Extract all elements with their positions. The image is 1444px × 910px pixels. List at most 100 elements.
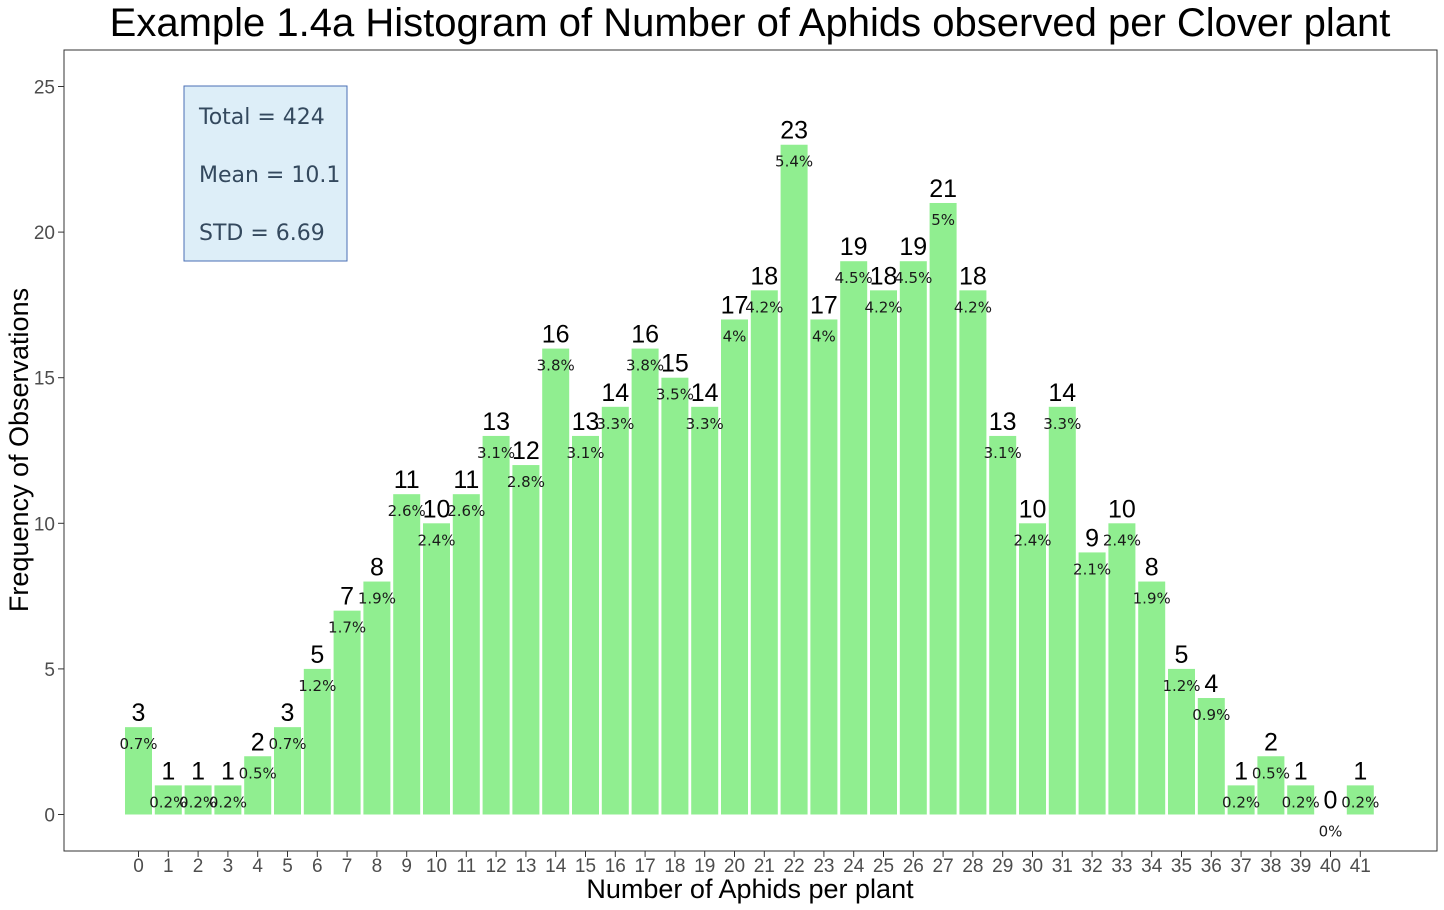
bar-count-label: 1 [1234, 757, 1248, 785]
bar [184, 785, 212, 815]
bar-count-label: 14 [601, 379, 629, 407]
bar-percent-label: 4.2% [745, 298, 783, 316]
bar-percent-label: 4.5% [894, 269, 932, 287]
x-tick-label: 23 [813, 856, 834, 877]
x-tick-label: 25 [873, 856, 894, 877]
bar-count-label: 15 [661, 350, 689, 378]
bar [840, 261, 868, 815]
bar-percent-label: 2.8% [507, 473, 545, 491]
bar-percent-label: 5.4% [775, 153, 813, 171]
x-tick-label: 2 [193, 856, 204, 877]
bar-count-label: 8 [370, 554, 384, 582]
x-tick-label: 12 [486, 856, 507, 877]
bar-percent-label: 3.3% [1043, 415, 1081, 433]
stats-box-background [183, 85, 348, 262]
bar [214, 785, 242, 815]
bar-percent-label: 0.2% [1282, 793, 1320, 811]
bar-percent-label: 1.2% [298, 677, 336, 695]
bar-count-label: 5 [1175, 641, 1189, 669]
x-tick-label: 31 [1052, 856, 1073, 877]
bar-count-label: 1 [1294, 757, 1308, 785]
bar [1197, 698, 1225, 815]
bar [750, 290, 778, 815]
x-axis: 0 1 2 3 4 5 6 7 8 9 10 11 12 13 14 15 16 17 18 19 20 21 22 23 24… [133, 851, 1371, 877]
bar-count-label: 7 [340, 583, 354, 611]
bar [423, 523, 450, 815]
y-axis-title: Frequency of Observations [4, 288, 34, 612]
bar [154, 785, 182, 815]
bar-count-label: 14 [1048, 379, 1076, 407]
chart-title: Example 1.4a Histogram of Number of Aphi… [110, 1, 1391, 45]
bar [1257, 756, 1285, 815]
bar-percent-label: 3.1% [984, 444, 1022, 462]
bar [721, 319, 748, 815]
stats-annotation-box: Total = 424 Mean = 10.1 STD = 6.69 [183, 85, 348, 262]
bar-count-label: 10 [1019, 495, 1047, 523]
bar [1287, 785, 1315, 815]
bar-percent-label: 5% [931, 211, 955, 229]
bar-count-label: 12 [512, 437, 540, 465]
bar-count-label: 13 [482, 408, 510, 436]
bar-percent-label: 0.7% [268, 735, 306, 753]
bar [363, 581, 391, 815]
bar-percent-label: 0.2% [149, 793, 187, 811]
bar [601, 406, 629, 815]
bar-count-label: 13 [989, 408, 1017, 436]
bar [1346, 785, 1374, 815]
bar-count-label: 18 [750, 262, 778, 290]
bar [899, 261, 927, 815]
bar-percent-label: 2.6% [388, 502, 426, 520]
bar-count-label: 13 [572, 408, 600, 436]
bar-percent-label: 1.9% [1133, 590, 1171, 608]
bar-count-label: 8 [1145, 554, 1159, 582]
bar [125, 727, 152, 815]
bar-percent-label: 0.5% [1252, 764, 1290, 782]
bar-count-label: 19 [899, 233, 927, 261]
bar-percent-label: 0.2% [179, 793, 217, 811]
x-tick-label: 29 [992, 856, 1013, 877]
bar-labels-layer: 30.7%10.2%10.2%10.2%20.5%30.7%51.2%71.7%… [119, 117, 1379, 841]
bar-count-label: 4 [1204, 670, 1218, 698]
bar-percent-label: 4% [812, 327, 836, 345]
bar [1138, 581, 1166, 815]
bar [870, 290, 897, 815]
x-tick-label: 4 [252, 856, 263, 877]
bar-count-label: 11 [394, 466, 420, 494]
bar-count-label: 1 [221, 757, 235, 785]
bar-percent-label: 2.1% [1073, 560, 1111, 578]
x-tick-label: 33 [1111, 856, 1132, 877]
bar [452, 494, 480, 815]
bar-count-label: 9 [1085, 524, 1099, 552]
x-tick-label: 39 [1290, 856, 1311, 877]
bar-percent-label: 2.4% [1103, 531, 1141, 549]
bar-count-label: 14 [691, 379, 719, 407]
bar [333, 610, 361, 815]
bar-count-label: 1 [191, 757, 205, 785]
bar-percent-label: 0.9% [1192, 706, 1230, 724]
stats-mean: Mean = 10.1 [199, 163, 340, 188]
x-tick-label: 14 [545, 856, 567, 877]
x-tick-label: 35 [1171, 856, 1192, 877]
bar [572, 435, 599, 815]
bar-percent-label: 0.5% [239, 764, 277, 782]
bar-count-label: 21 [929, 175, 957, 203]
bar-percent-label: 1.7% [328, 619, 366, 637]
x-tick-label: 16 [605, 856, 626, 877]
y-axis: 0 5 10 15 20 25 [34, 78, 64, 827]
bar-count-label: 10 [423, 495, 451, 523]
x-tick-label: 11 [456, 856, 476, 877]
bar-percent-label: 3.5% [656, 386, 694, 404]
x-tick-label: 10 [426, 856, 447, 877]
bar-percent-label: 2.4% [1013, 531, 1051, 549]
bar-percent-label: 3.3% [596, 415, 634, 433]
bar [1227, 785, 1255, 815]
x-tick-label: 7 [342, 856, 353, 877]
x-tick-label: 3 [223, 856, 234, 877]
bar-percent-label: 1.9% [358, 590, 396, 608]
x-tick-label: 41 [1350, 856, 1371, 877]
x-axis-title: Number of Aphids per plant [586, 874, 914, 904]
bar [274, 727, 301, 815]
bar-count-label: 18 [959, 262, 987, 290]
bar-count-label: 3 [132, 699, 146, 727]
